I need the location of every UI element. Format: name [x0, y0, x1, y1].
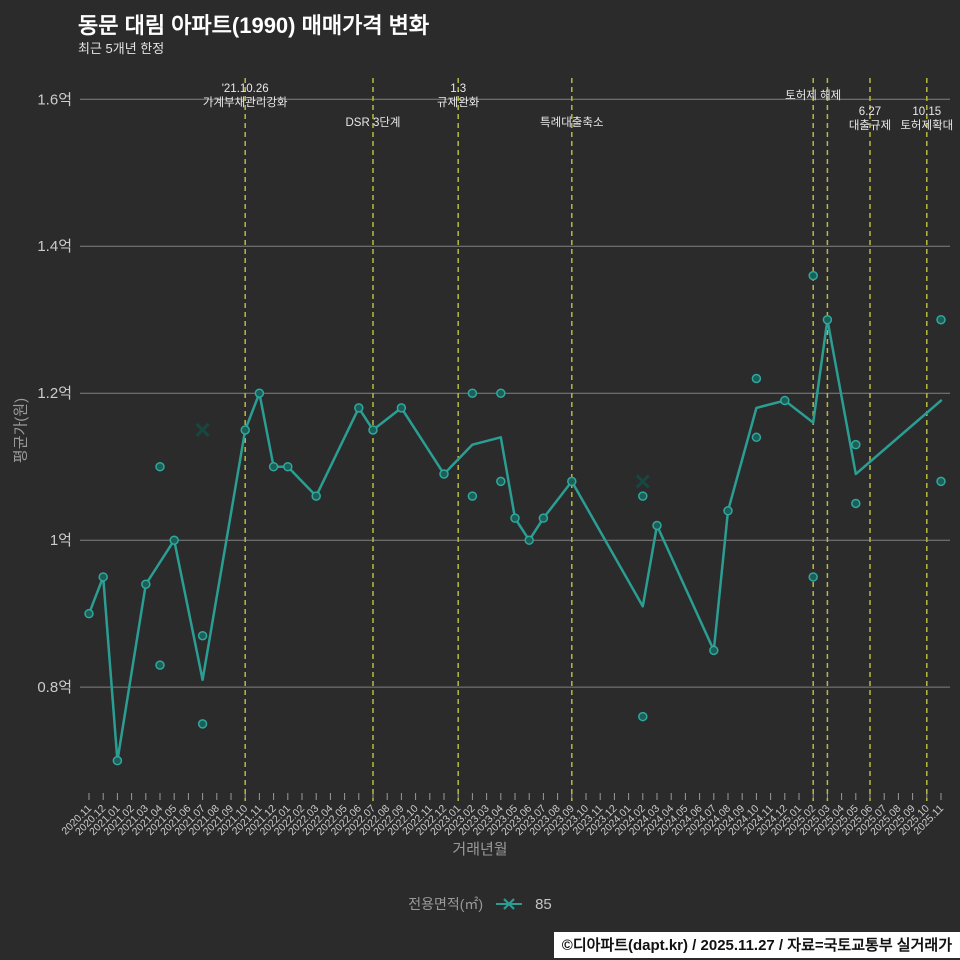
- svg-text:1.3: 1.3: [450, 83, 466, 95]
- chart-title: 동문 대림 아파트(1990) 매매가격 변화: [78, 13, 430, 38]
- svg-text:DSR 3단계: DSR 3단계: [345, 116, 400, 129]
- legend: 전용면적(㎡) 85: [0, 894, 960, 914]
- y-tick-labels: 0.8억 1억 1.2억 1.4억 1.6억: [37, 91, 72, 696]
- x-tick-labels: 2020.112020.122021.012021.022021.032021.…: [59, 803, 946, 838]
- svg-text:가계부채관리강화: 가계부채관리강화: [203, 96, 288, 109]
- cancelled-x-markers: [195, 422, 650, 489]
- svg-text:'21.10.26: '21.10.26: [222, 83, 269, 95]
- legend-line-x-marker-icon: [496, 898, 523, 910]
- svg-text:1.2억: 1.2억: [37, 385, 72, 402]
- svg-text:토허제확대: 토허제확대: [900, 119, 953, 132]
- transaction-dots: [84, 270, 946, 766]
- x-axis-title: 거래년월: [452, 841, 508, 858]
- legend-series-value: 85: [535, 895, 552, 913]
- svg-text:0.8억: 0.8억: [37, 679, 72, 696]
- svg-text:규제완화: 규제완화: [437, 96, 480, 109]
- y-axis-title: 평균가(원): [12, 397, 30, 464]
- svg-text:1억: 1억: [50, 532, 72, 549]
- svg-text:특례대출축소: 특례대출축소: [540, 116, 603, 129]
- svg-text:1.4억: 1.4억: [37, 238, 72, 255]
- attribution-footer: ©디아파트(dapt.kr) / 2025.11.27 / 자료=국토교통부 실…: [553, 932, 960, 958]
- svg-text:6.27: 6.27: [859, 106, 881, 118]
- svg-text:대출규제: 대출규제: [849, 119, 891, 132]
- y-gridlines: [80, 98, 950, 688]
- svg-text:토허제 해제: 토허제 해제: [785, 89, 841, 102]
- legend-label: 전용면적(㎡): [408, 896, 484, 912]
- event-lines: [244, 78, 928, 801]
- svg-text:10.15: 10.15: [912, 106, 941, 118]
- series-line-85: [87, 318, 943, 762]
- x-axis-ticks: [88, 793, 942, 800]
- svg-text:1.6억: 1.6억: [37, 91, 72, 108]
- chart-subtitle: 최근 5개년 한정: [78, 41, 165, 56]
